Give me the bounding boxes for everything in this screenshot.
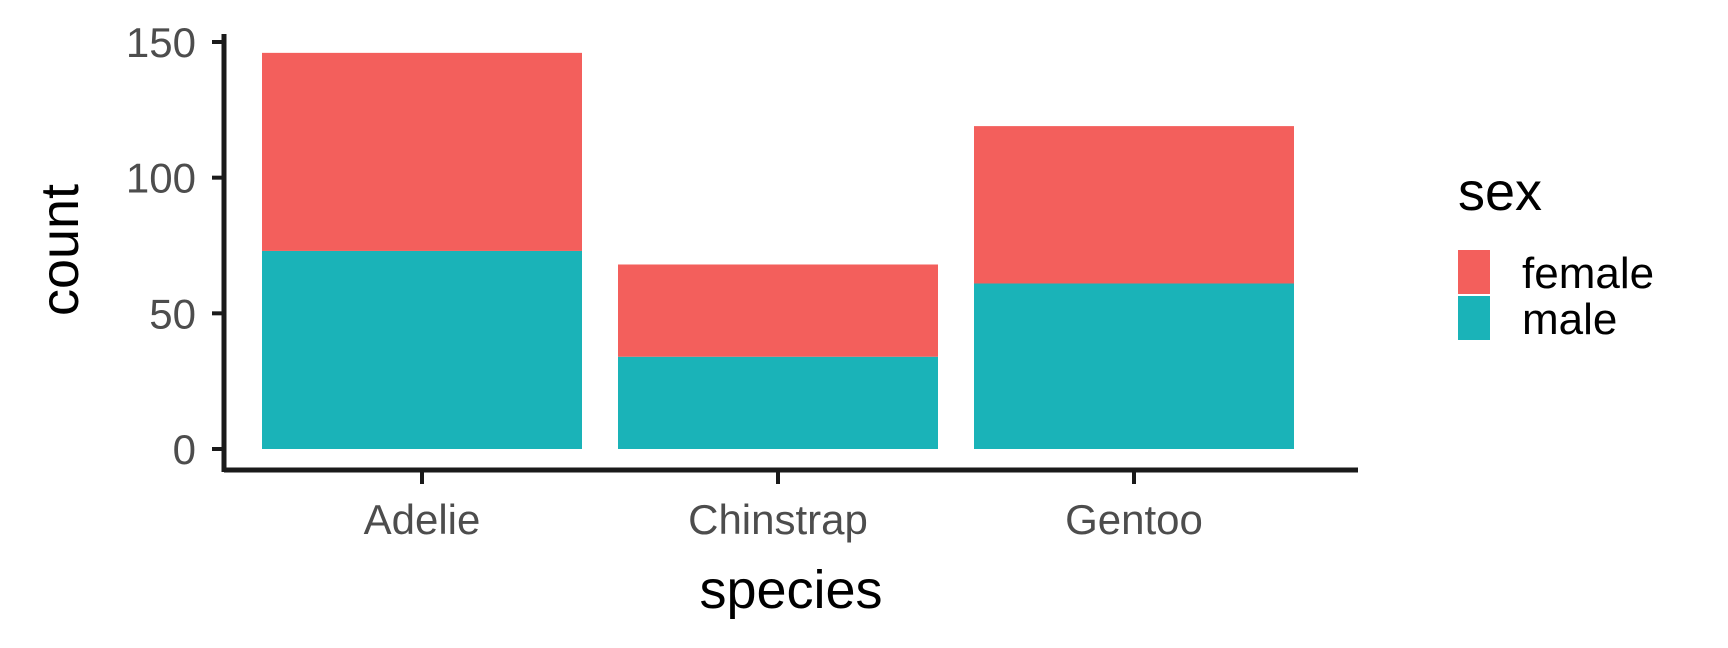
bar-chinstrap-male	[618, 356, 938, 449]
legend-label-male: male	[1522, 295, 1617, 344]
y-tick-label: 50	[149, 290, 196, 337]
x-tick-label: Adelie	[364, 496, 481, 543]
bar-gentoo-female	[974, 126, 1294, 284]
legend-swatch-male	[1458, 296, 1490, 340]
y-tick-label: 100	[126, 155, 196, 202]
bar-gentoo-male	[974, 283, 1294, 449]
bar-adelie-female	[262, 52, 582, 251]
legend-label-female: female	[1522, 249, 1654, 298]
x-tick-label: Chinstrap	[688, 496, 868, 543]
x-axis-title: species	[699, 560, 882, 620]
bar-chinstrap-female	[618, 264, 938, 357]
legend-title: sex	[1458, 162, 1542, 222]
y-tick-label: 0	[173, 426, 196, 473]
y-axis-title: count	[30, 184, 90, 316]
x-ticks-group: Adelie Chinstrap Gentoo	[364, 470, 1203, 543]
legend-swatch-female	[1458, 250, 1490, 294]
bars-group	[262, 52, 1294, 449]
x-tick-label: Gentoo	[1065, 496, 1203, 543]
bar-adelie-male	[262, 250, 582, 449]
y-tick-label: 150	[126, 19, 196, 66]
y-ticks-group: 0 50 100 150	[126, 19, 224, 473]
